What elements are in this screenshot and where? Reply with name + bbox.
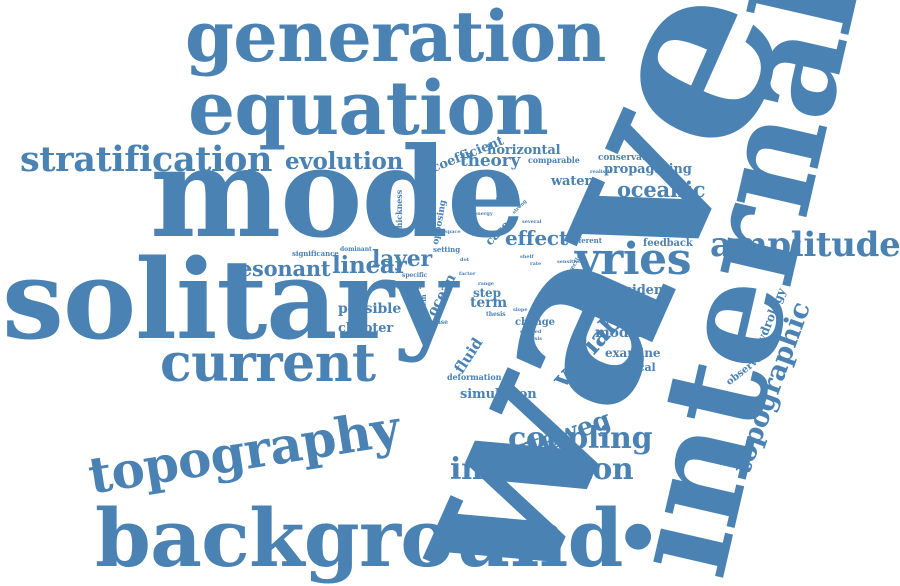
word-shelf: shelf <box>520 255 533 260</box>
word-amplitude: amplitude <box>710 228 900 262</box>
word-energy: energy <box>474 212 493 217</box>
word-factor: factor <box>459 272 475 277</box>
word-setting: setting <box>433 246 460 253</box>
word-depression: depression <box>617 322 653 328</box>
word-effect: effect <box>505 228 568 248</box>
word-space: space <box>445 230 461 235</box>
word-simulation: simulation <box>460 388 537 401</box>
word-result: result <box>470 200 486 205</box>
word-conservative: conservative <box>598 154 660 163</box>
word-deformation: deformation <box>447 373 501 381</box>
word-model: model <box>595 326 642 340</box>
word-possible: possible <box>338 302 401 316</box>
word-rate: rate <box>530 262 541 267</box>
word-sensitive: sensitive <box>557 260 581 265</box>
word-thickness: thickness <box>395 190 403 232</box>
word-density: density <box>630 202 698 219</box>
word-essential: essential <box>397 286 422 291</box>
word-change: change <box>515 318 555 328</box>
word-stratification: stratification <box>20 142 272 177</box>
word-increase: increase <box>420 320 448 326</box>
word-chapter: chapter <box>338 322 393 335</box>
word-system: system <box>420 294 427 321</box>
word-different: different <box>568 237 602 244</box>
word-resonant: resonant <box>228 258 330 279</box>
word-additional: additional <box>617 314 651 320</box>
word-analysis: analysis <box>520 337 542 342</box>
word-thesis: thesis <box>486 312 506 318</box>
word-evolution: evolution <box>285 150 403 173</box>
word-current: current <box>160 338 376 390</box>
word-incident: incident <box>610 284 669 297</box>
word-realistic: realistic <box>590 170 612 175</box>
word-feedback: feedback <box>643 239 693 249</box>
word-specific: specific <box>402 273 427 279</box>
word-significance: significance <box>292 250 339 257</box>
word-dot: dot <box>460 258 469 263</box>
word-step: step <box>473 287 501 299</box>
word-dominant: dominant <box>340 247 372 253</box>
word-slope: slope <box>513 308 527 313</box>
word-underlying: underlying <box>637 222 691 231</box>
word-range: range <box>478 282 494 287</box>
word-numerical: numerical <box>594 362 656 373</box>
word-water: water <box>551 175 591 188</box>
word-background: background <box>95 498 623 578</box>
word-several: several <box>522 220 542 225</box>
word-emitted: emitted <box>520 330 541 335</box>
word-examine: examine <box>605 347 660 359</box>
word-layer: layer <box>372 248 432 270</box>
word-oceanic: oceanic <box>617 179 705 200</box>
word-study: study <box>455 217 470 222</box>
word-interaction: interaction <box>450 455 633 485</box>
word-comparable: comparable <box>528 156 580 164</box>
word-propagating: propagating <box>604 163 692 176</box>
